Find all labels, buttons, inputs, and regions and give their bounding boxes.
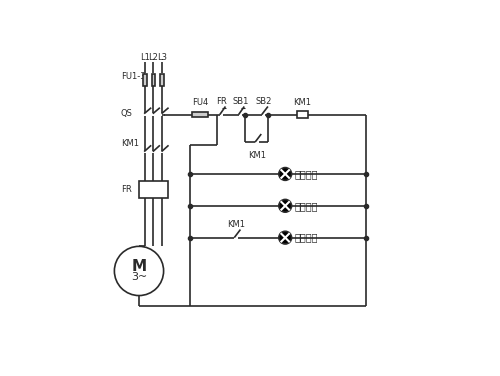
Bar: [143, 74, 146, 86]
Text: SB2: SB2: [256, 97, 272, 106]
Circle shape: [279, 199, 291, 212]
Bar: [160, 74, 164, 86]
Text: L2: L2: [148, 53, 158, 62]
Circle shape: [279, 231, 291, 244]
Bar: [192, 112, 208, 117]
Text: M: M: [132, 259, 146, 274]
Text: L1: L1: [140, 53, 149, 62]
Text: L3: L3: [157, 53, 167, 62]
Text: SB1: SB1: [232, 97, 248, 106]
Circle shape: [279, 168, 291, 180]
Bar: [297, 111, 308, 118]
Text: 运行指示: 运行指示: [294, 233, 318, 243]
Text: FU4: FU4: [192, 98, 208, 107]
Text: KM1: KM1: [227, 220, 245, 229]
Text: FR: FR: [216, 97, 227, 106]
Bar: [152, 74, 156, 86]
Text: 电源指示: 电源指示: [294, 201, 318, 211]
Text: QS: QS: [121, 109, 132, 118]
Bar: [139, 182, 168, 198]
Text: KM1: KM1: [294, 98, 312, 107]
Text: KM1: KM1: [248, 151, 266, 160]
Text: KM1: KM1: [121, 139, 139, 148]
Text: FU1-3: FU1-3: [121, 73, 146, 82]
Text: 故障指示: 故障指示: [294, 169, 318, 179]
Text: FR: FR: [121, 185, 132, 194]
Text: 3~: 3~: [131, 272, 147, 282]
Circle shape: [114, 246, 164, 296]
